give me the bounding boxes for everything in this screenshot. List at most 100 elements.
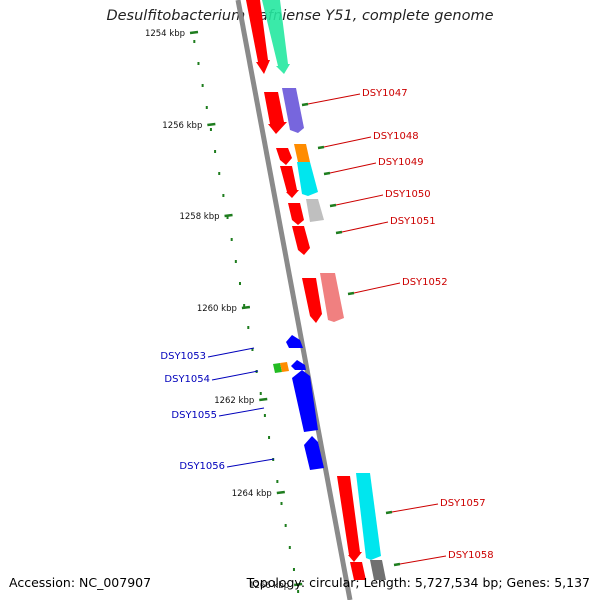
cds-arrow — [288, 203, 304, 225]
cds-reverse-arrow — [304, 436, 324, 470]
ruler-minor-tick — [280, 502, 283, 505]
ruler-major-tick — [207, 122, 216, 127]
label-leader-line — [211, 370, 259, 381]
gene-labels: DSY1047 DSY1048 DSY1049 DSY1050 DSY1051 DSY10… — [160, 88, 493, 561]
feature-tick — [335, 230, 343, 235]
cds-reverse-arrow — [291, 360, 306, 370]
reverse-features — [273, 335, 324, 470]
ruler-label: 1256 kbp — [162, 121, 202, 131]
gene-reverse-arrow — [273, 363, 282, 373]
cds-arrow — [292, 226, 310, 255]
ruler-minor-tick — [259, 392, 262, 395]
ruler-minor-tick — [263, 414, 266, 417]
ruler-label: 1266 kbp — [249, 581, 289, 591]
cds-arrow — [246, 0, 270, 74]
ruler-major-tick — [241, 305, 251, 310]
ruler-minor-tick — [276, 480, 279, 483]
feature-tick — [393, 562, 401, 567]
gene-label-dsy1053[interactable]: DSY1053 — [160, 351, 206, 362]
label-leader-line — [335, 194, 384, 206]
gene-label-dsy1058[interactable]: DSY1058 — [448, 550, 494, 561]
feature-tick — [347, 291, 355, 296]
cds-reverse-arrow — [286, 335, 303, 348]
ruler-minor-tick — [297, 590, 300, 593]
ruler-major-tick — [224, 213, 233, 218]
label-leaders — [207, 93, 447, 567]
ruler-major-tick — [189, 30, 199, 35]
ruler-major-tick — [294, 582, 303, 587]
ruler-minor-tick — [201, 84, 204, 87]
feature-tick — [323, 171, 331, 176]
gene-label-dsy1050[interactable]: DSY1050 — [385, 189, 431, 200]
gene-reverse-arrow — [280, 362, 289, 372]
ruler-minor-tick — [243, 304, 246, 307]
label-leader-line — [323, 136, 372, 148]
ruler-label: 1254 kbp — [145, 29, 185, 39]
ruler-minor-tick — [251, 348, 254, 351]
genome-summary-text: Topology: circular; Length: 5,727,534 bp… — [246, 575, 590, 590]
ruler-minor-tick — [197, 62, 200, 65]
ruler-label: 1264 kbp — [232, 489, 272, 499]
ruler-minor-tick — [292, 568, 295, 571]
gene-label-dsy1054[interactable]: DSY1054 — [164, 374, 210, 385]
gene-arrow — [262, 0, 290, 74]
cds-arrow — [337, 476, 362, 562]
ruler-minor-tick — [230, 238, 233, 241]
ruler-minor-tick — [205, 106, 208, 109]
ruler-label: 1260 kbp — [197, 304, 237, 314]
feature-tick — [329, 203, 337, 208]
gene-label-dsy1056[interactable]: DSY1056 — [179, 461, 225, 472]
ruler-minor-tick — [226, 216, 229, 219]
ruler-minor-tick — [238, 282, 241, 285]
gene-label-dsy1047[interactable]: DSY1047 — [362, 88, 408, 99]
cds-arrow — [302, 278, 322, 323]
gene-arrow — [294, 144, 310, 162]
gene-arrow — [320, 273, 344, 322]
cds-arrow — [350, 562, 366, 580]
genome-backbone — [235, 0, 353, 600]
ruler-minor-tick — [284, 524, 287, 527]
gene-label-dsy1052[interactable]: DSY1052 — [402, 277, 448, 288]
ruler-minor-tick — [247, 326, 250, 329]
gene-label-dsy1057[interactable]: DSY1057 — [440, 498, 486, 509]
cds-arrow — [280, 166, 299, 198]
cds-arrow — [276, 148, 292, 165]
gene-arrow — [306, 199, 324, 222]
gene-label-dsy1055[interactable]: DSY1055 — [171, 410, 217, 421]
label-leader-line — [307, 93, 361, 105]
feature-tick — [301, 102, 309, 107]
cds-arrow — [264, 92, 287, 134]
forward-features — [246, 0, 386, 580]
gene-arrow — [282, 88, 304, 133]
label-leader-line — [399, 555, 447, 565]
label-leader-line — [353, 282, 401, 294]
ruler-minor-tick — [218, 172, 221, 175]
ruler: 1254 kbp 1256 kbp 1258 kbp 1260 kbp 1262 kbp… — [145, 29, 303, 593]
ruler-minor-tick — [288, 546, 291, 549]
accession-text: Accession: NC_007907 — [9, 575, 152, 590]
gene-label-dsy1051[interactable]: DSY1051 — [390, 216, 436, 227]
label-leader-line — [329, 162, 377, 174]
ruler-minor-tick — [193, 40, 196, 43]
ruler-label: 1258 kbp — [179, 212, 219, 222]
label-leader-line — [207, 347, 255, 358]
ruler-label: 1262 kbp — [214, 396, 254, 406]
ruler-minor-tick — [234, 260, 237, 263]
ruler-minor-tick — [214, 150, 217, 153]
feature-tick — [385, 510, 393, 515]
ruler-minor-tick — [268, 436, 271, 439]
label-leader-line — [226, 458, 275, 468]
ruler-major-tick — [276, 490, 285, 495]
cds-reverse-arrow — [292, 370, 318, 432]
gene-label-dsy1048[interactable]: DSY1048 — [373, 131, 419, 142]
feature-tick — [317, 145, 325, 150]
label-leader-line — [218, 407, 265, 417]
gene-arrow — [356, 473, 381, 560]
ruler-minor-tick — [222, 194, 225, 197]
map-title: Desulfitobacterium hafniense Y51, comple… — [106, 8, 494, 24]
label-leader-line — [341, 221, 389, 233]
gene-label-dsy1049[interactable]: DSY1049 — [378, 157, 424, 168]
gene-arrow — [297, 162, 318, 196]
ruler-minor-tick — [209, 128, 212, 131]
